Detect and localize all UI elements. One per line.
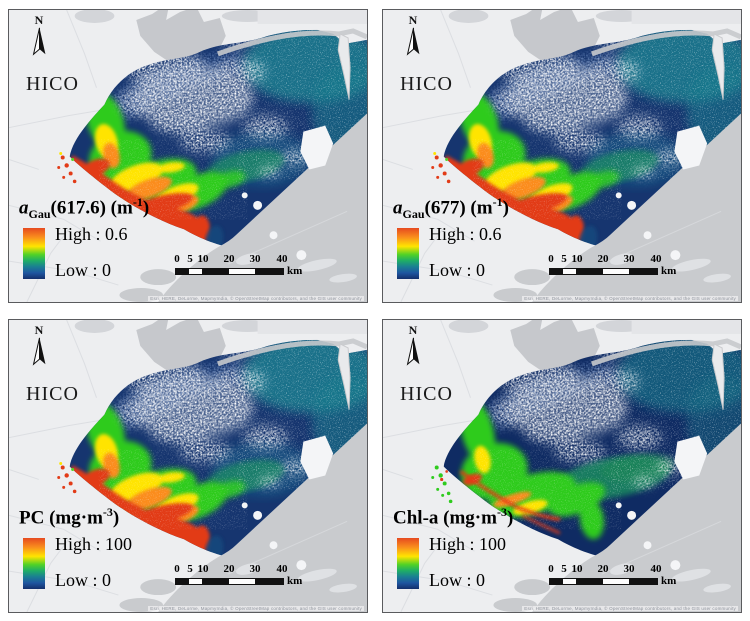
legend-low-label: Low : 0 [55, 260, 111, 280]
color-scale-ramp [397, 228, 419, 279]
parameter-label: Chl-a (mg·m-3) [393, 505, 514, 529]
scale-bar-unit: km [661, 575, 677, 587]
scale-bar-unit: km [661, 265, 677, 277]
scale-bar: 0 5 10 20 30 40 km [174, 253, 307, 283]
parameter-label: aGau(617.6) (m-1) [19, 195, 150, 222]
scale-bar-body [549, 578, 658, 585]
north-label: N [408, 13, 418, 27]
scale-bar-ticks: 0 5 10 20 30 40 [174, 253, 288, 265]
legend-low-label: Low : 0 [429, 570, 485, 590]
scale-bar-body [175, 268, 284, 275]
attribution-text: Esri, HERE, DeLorme, MapmyIndia, © OpenS… [522, 296, 738, 301]
attribution-text: Esri, HERE, DeLorme, MapmyIndia, © OpenS… [148, 606, 364, 611]
attribution-text: Esri, HERE, DeLorme, MapmyIndia, © OpenS… [148, 296, 364, 301]
map-panel-agau617: N HICO aGau(617.6) (m-1) High : 0.6 Low … [8, 9, 368, 303]
scale-bar-body [175, 578, 284, 585]
scale-bar: 0 5 10 20 30 40 km [548, 253, 681, 283]
north-arrow-icon [32, 337, 45, 366]
north-arrow: N [396, 14, 430, 56]
north-arrow-icon [32, 27, 45, 56]
scale-bar: 0 5 10 20 30 40 km [174, 563, 307, 593]
sensor-label: HICO [400, 73, 453, 95]
scale-bar-ticks: 0 5 10 20 30 40 [548, 253, 662, 265]
map-panel-pc: N HICO PC (mg·m-3) High : 100 Low : 0 0 … [8, 319, 368, 613]
legend-high-label: High : 0.6 [429, 224, 502, 244]
north-label: N [34, 13, 44, 27]
parameter-symbol: PC [19, 507, 45, 529]
north-arrow: N [22, 14, 56, 56]
north-arrow: N [22, 324, 56, 366]
parameter-symbol: Chl-a [393, 507, 439, 529]
parameter-symbol: a [393, 197, 403, 219]
figure-grid: N HICO aGau(617.6) (m-1) High : 0.6 Low … [8, 9, 742, 613]
sensor-label: HICO [26, 73, 79, 95]
parameter-label: aGau(677) (m-1) [393, 195, 509, 222]
attribution-text: Esri, HERE, DeLorme, MapmyIndia, © OpenS… [522, 606, 738, 611]
legend-high-label: High : 100 [55, 534, 133, 554]
north-arrow-icon [406, 27, 419, 56]
legend-high-label: High : 100 [429, 534, 507, 554]
scale-bar-unit: km [287, 575, 303, 587]
parameter-symbol: a [19, 197, 29, 219]
scale-bar-unit: km [287, 265, 303, 277]
north-label: N [408, 323, 418, 337]
scale-bar-ticks: 0 5 10 20 30 40 [548, 563, 662, 575]
north-arrow: N [396, 324, 430, 366]
map-panel-agau677: N HICO aGau(677) (m-1) High : 0.6 Low : … [382, 9, 742, 303]
scale-bar-body [549, 268, 658, 275]
sensor-label: HICO [26, 383, 79, 405]
north-label: N [34, 323, 44, 337]
color-scale-ramp [23, 228, 45, 279]
scale-bar: 0 5 10 20 30 40 km [548, 563, 681, 593]
map-panel-chla: N HICO Chl-a (mg·m-3) High : 100 Low : 0… [382, 319, 742, 613]
legend-high-label: High : 0.6 [55, 224, 128, 244]
legend-low-label: Low : 0 [55, 570, 111, 590]
sensor-label: HICO [400, 383, 453, 405]
scale-bar-ticks: 0 5 10 20 30 40 [174, 563, 288, 575]
color-scale-ramp [397, 538, 419, 589]
color-scale-ramp [23, 538, 45, 589]
legend-low-label: Low : 0 [429, 260, 485, 280]
parameter-label: PC (mg·m-3) [19, 505, 120, 529]
north-arrow-icon [406, 337, 419, 366]
